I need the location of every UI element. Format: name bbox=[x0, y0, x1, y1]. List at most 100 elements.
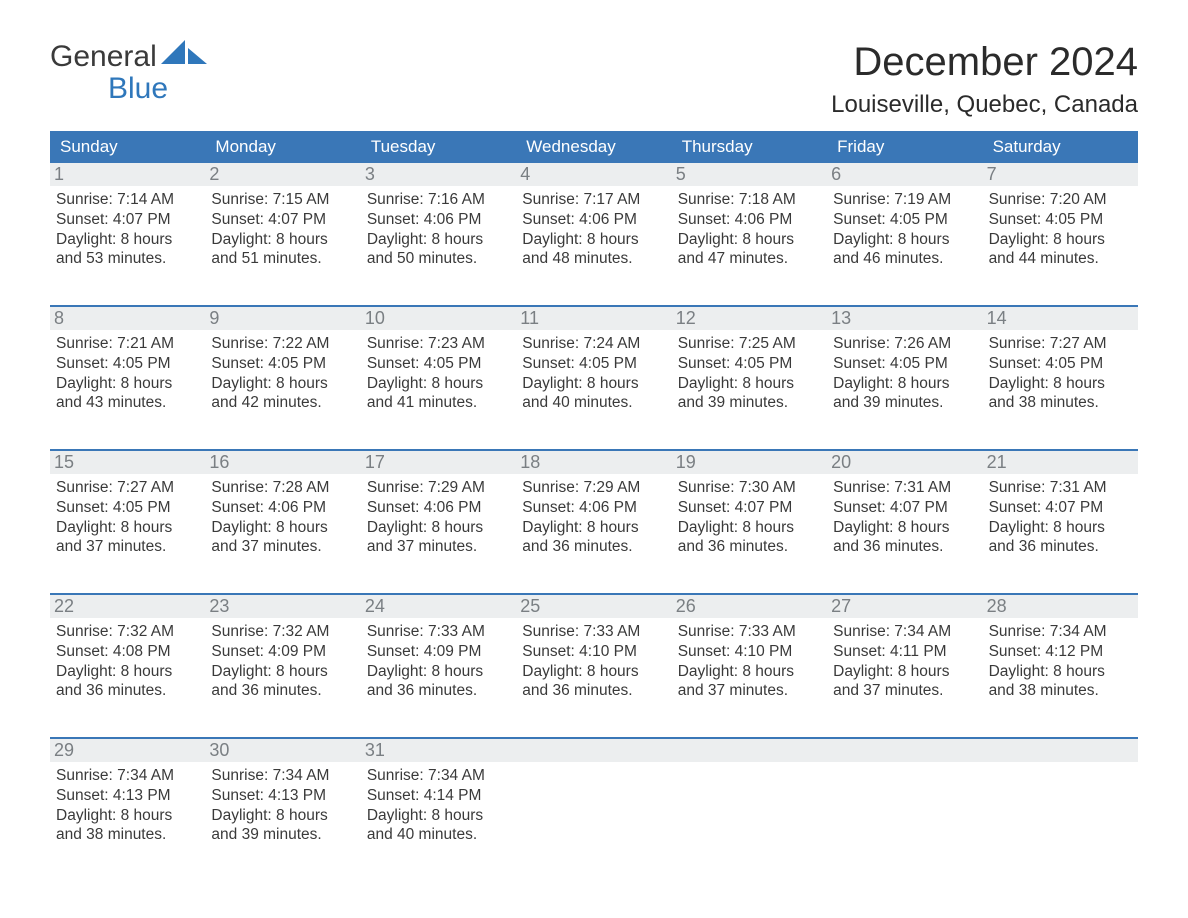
day-sunset: Sunset: 4:05 PM bbox=[56, 354, 199, 374]
calendar-cell: 3 Sunrise: 7:16 AMSunset: 4:06 PMDaylight… bbox=[361, 163, 516, 283]
calendar-cell: 17Sunrise: 7:29 AMSunset: 4:06 PMDayligh… bbox=[361, 451, 516, 571]
day-sunset: Sunset: 4:06 PM bbox=[522, 498, 665, 518]
calendar-cell: 8Sunrise: 7:21 AMSunset: 4:05 PMDaylight… bbox=[50, 307, 205, 427]
day-number: 31 bbox=[361, 739, 516, 762]
day-header: Saturday bbox=[983, 131, 1138, 163]
day-sunrise: Sunrise: 7:30 AM bbox=[678, 478, 821, 498]
calendar-cell: 13 Sunrise: 7:26 AMSunset: 4:05 PMDayligh… bbox=[827, 307, 982, 427]
day-header: Sunday bbox=[50, 131, 205, 163]
day-sunrise: Sunrise: 7:34 AM bbox=[56, 766, 199, 786]
day-sunrise: Sunrise: 7:26 AM bbox=[833, 334, 976, 354]
calendar-cell: 19Sunrise: 7:30 AMSunset: 4:07 PMDayligh… bbox=[672, 451, 827, 571]
day-info: Sunrise: 7:34 AMSunset: 4:13 PMDaylight:… bbox=[211, 766, 354, 845]
day-sunrise: Sunrise: 7:29 AM bbox=[367, 478, 510, 498]
day-number: 27 bbox=[827, 595, 982, 618]
day-number: 5 bbox=[672, 163, 827, 186]
day-number: 13 bbox=[827, 307, 982, 330]
day-sunrise: Sunrise: 7:20 AM bbox=[989, 190, 1132, 210]
day-sunset: Sunset: 4:13 PM bbox=[211, 786, 354, 806]
day-header: Wednesday bbox=[516, 131, 671, 163]
day-d1: Daylight: 8 hours bbox=[989, 374, 1132, 394]
day-sunrise: Sunrise: 7:34 AM bbox=[833, 622, 976, 642]
day-info: Sunrise: 7:17 AMSunset: 4:06 PMDaylight:… bbox=[522, 190, 665, 269]
day-info: Sunrise: 7:24 AMSunset: 4:05 PMDaylight:… bbox=[522, 334, 665, 413]
calendar-cell: 24Sunrise: 7:33 AMSunset: 4:09 PMDayligh… bbox=[361, 595, 516, 715]
day-d2: and 37 minutes. bbox=[678, 681, 821, 701]
day-sunset: Sunset: 4:06 PM bbox=[678, 210, 821, 230]
day-d2: and 41 minutes. bbox=[367, 393, 510, 413]
calendar-cell: 2Sunrise: 7:15 AMSunset: 4:07 PMDaylight… bbox=[205, 163, 360, 283]
day-d2: and 48 minutes. bbox=[522, 249, 665, 269]
day-d1: Daylight: 8 hours bbox=[833, 374, 976, 394]
day-d1: Daylight: 8 hours bbox=[989, 518, 1132, 538]
logo: General Blue bbox=[50, 40, 207, 104]
day-d2: and 38 minutes. bbox=[56, 825, 199, 845]
day-d1: Daylight: 8 hours bbox=[211, 662, 354, 682]
day-number bbox=[827, 739, 982, 762]
day-sunset: Sunset: 4:06 PM bbox=[211, 498, 354, 518]
day-number: 10 bbox=[361, 307, 516, 330]
day-sunset: Sunset: 4:06 PM bbox=[367, 210, 510, 230]
calendar-cell: 1Sunrise: 7:14 AMSunset: 4:07 PMDaylight… bbox=[50, 163, 205, 283]
day-number: 6 bbox=[827, 163, 982, 186]
day-d1: Daylight: 8 hours bbox=[367, 230, 510, 250]
day-sunrise: Sunrise: 7:31 AM bbox=[989, 478, 1132, 498]
title-block: December 2024 Louiseville, Quebec, Canad… bbox=[831, 40, 1138, 119]
day-number: 3 bbox=[361, 163, 516, 186]
day-number: 23 bbox=[205, 595, 360, 618]
day-info: Sunrise: 7:27 AMSunset: 4:05 PMDaylight:… bbox=[56, 478, 199, 557]
day-info: Sunrise: 7:23 AMSunset: 4:05 PMDaylight:… bbox=[367, 334, 510, 413]
calendar-cell: 7Sunrise: 7:20 AMSunset: 4:05 PMDaylight… bbox=[983, 163, 1138, 283]
day-d2: and 40 minutes. bbox=[367, 825, 510, 845]
day-d2: and 37 minutes. bbox=[833, 681, 976, 701]
day-info: Sunrise: 7:27 AMSunset: 4:05 PMDaylight:… bbox=[989, 334, 1132, 413]
day-sunset: Sunset: 4:05 PM bbox=[367, 354, 510, 374]
calendar-cell: 29Sunrise: 7:34 AMSunset: 4:13 PMDayligh… bbox=[50, 739, 205, 859]
day-sunrise: Sunrise: 7:34 AM bbox=[989, 622, 1132, 642]
day-number: 24 bbox=[361, 595, 516, 618]
day-d1: Daylight: 8 hours bbox=[56, 230, 199, 250]
day-d1: Daylight: 8 hours bbox=[833, 518, 976, 538]
day-sunrise: Sunrise: 7:34 AM bbox=[211, 766, 354, 786]
day-d2: and 36 minutes. bbox=[211, 681, 354, 701]
day-info: Sunrise: 7:34 AMSunset: 4:13 PMDaylight:… bbox=[56, 766, 199, 845]
day-sunset: Sunset: 4:11 PM bbox=[833, 642, 976, 662]
day-sunrise: Sunrise: 7:32 AM bbox=[56, 622, 199, 642]
day-d2: and 43 minutes. bbox=[56, 393, 199, 413]
day-sunrise: Sunrise: 7:33 AM bbox=[367, 622, 510, 642]
day-info: Sunrise: 7:32 AMSunset: 4:09 PMDaylight:… bbox=[211, 622, 354, 701]
day-d2: and 36 minutes. bbox=[833, 537, 976, 557]
day-info: Sunrise: 7:18 AMSunset: 4:06 PMDaylight:… bbox=[678, 190, 821, 269]
day-number: 8 bbox=[50, 307, 205, 330]
day-d1: Daylight: 8 hours bbox=[678, 230, 821, 250]
logo-sail-icon bbox=[161, 40, 207, 73]
day-number: 21 bbox=[983, 451, 1138, 474]
day-number: 14 bbox=[983, 307, 1138, 330]
day-sunrise: Sunrise: 7:16 AM bbox=[367, 190, 510, 210]
day-header: Friday bbox=[827, 131, 982, 163]
day-d2: and 47 minutes. bbox=[678, 249, 821, 269]
day-d1: Daylight: 8 hours bbox=[678, 662, 821, 682]
day-sunrise: Sunrise: 7:33 AM bbox=[678, 622, 821, 642]
day-d2: and 51 minutes. bbox=[211, 249, 354, 269]
day-number: 26 bbox=[672, 595, 827, 618]
day-info: Sunrise: 7:31 AMSunset: 4:07 PMDaylight:… bbox=[833, 478, 976, 557]
day-info: Sunrise: 7:22 AMSunset: 4:05 PMDaylight:… bbox=[211, 334, 354, 413]
day-d1: Daylight: 8 hours bbox=[367, 518, 510, 538]
day-sunrise: Sunrise: 7:21 AM bbox=[56, 334, 199, 354]
day-number: 30 bbox=[205, 739, 360, 762]
day-sunrise: Sunrise: 7:22 AM bbox=[211, 334, 354, 354]
day-d1: Daylight: 8 hours bbox=[522, 518, 665, 538]
day-d2: and 36 minutes. bbox=[522, 537, 665, 557]
day-header: Monday bbox=[205, 131, 360, 163]
calendar-cell: 15Sunrise: 7:27 AMSunset: 4:05 PMDayligh… bbox=[50, 451, 205, 571]
day-number: 19 bbox=[672, 451, 827, 474]
day-d2: and 44 minutes. bbox=[989, 249, 1132, 269]
calendar-cell: 5 Sunrise: 7:18 AMSunset: 4:06 PMDaylight… bbox=[672, 163, 827, 283]
day-d1: Daylight: 8 hours bbox=[833, 230, 976, 250]
calendar-cell: 30 Sunrise: 7:34 AMSunset: 4:13 PMDayligh… bbox=[205, 739, 360, 859]
day-d1: Daylight: 8 hours bbox=[211, 230, 354, 250]
day-d1: Daylight: 8 hours bbox=[56, 518, 199, 538]
day-sunset: Sunset: 4:07 PM bbox=[678, 498, 821, 518]
day-info: Sunrise: 7:26 AMSunset: 4:05 PMDaylight:… bbox=[833, 334, 976, 413]
